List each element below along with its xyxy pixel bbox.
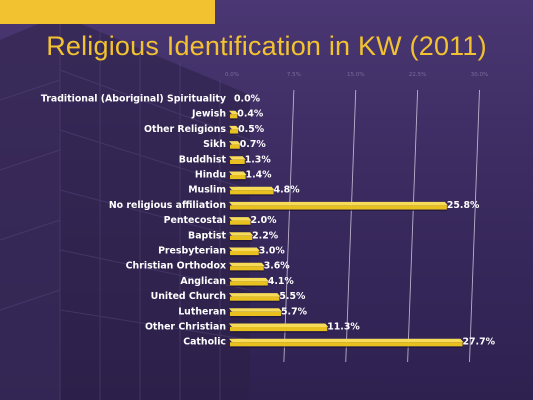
tick-label: 22.5%: [409, 72, 426, 78]
bar: [230, 251, 259, 256]
bar-shadow: [230, 209, 447, 211]
value-label: 3.6%: [264, 261, 291, 272]
bar-shadow: [230, 179, 246, 181]
bar: [230, 129, 239, 134]
bar-shadow: [230, 164, 245, 166]
category-label: Sikh: [203, 139, 226, 150]
bar-top-face: [229, 171, 247, 175]
gridline: [407, 89, 419, 363]
value-label: 3.0%: [259, 246, 286, 257]
category-label: Lutheran: [178, 306, 226, 317]
bar-shadow: [230, 240, 253, 242]
category-label: Muslim: [188, 185, 226, 196]
value-label: 4.8%: [274, 185, 301, 196]
category-label: Other Religions: [144, 124, 226, 135]
value-label: 1.3%: [245, 154, 272, 165]
bar-top-face: [229, 338, 464, 343]
value-label: 25.8%: [447, 200, 480, 211]
bar-top-face: [229, 156, 246, 160]
bar: [230, 327, 328, 332]
value-label: 1.4%: [246, 170, 273, 181]
bar-top-face: [229, 277, 269, 282]
tick-label: 30.0%: [471, 72, 488, 78]
category-label: Other Christian: [145, 322, 226, 333]
bar-top-face: [229, 247, 260, 251]
value-label: 0.4%: [237, 109, 264, 120]
bar-top-face: [229, 323, 329, 327]
bar-shadow: [230, 148, 240, 151]
bar: [230, 190, 274, 195]
bar-shadow: [230, 133, 239, 135]
bar-top-face: [229, 293, 281, 297]
value-label: 5.7%: [281, 306, 308, 317]
bar-top-face: [229, 217, 252, 221]
tick-label: 15.0%: [347, 72, 364, 78]
value-label: 27.7%: [463, 337, 496, 348]
bar-shadow: [230, 346, 463, 348]
bar-top-face: [229, 125, 240, 130]
gridline: [345, 89, 357, 363]
bar-top-face: [229, 201, 448, 206]
bar: [230, 311, 282, 316]
category-label: Anglican: [180, 276, 226, 287]
bar-top-face: [229, 110, 239, 115]
category-label: Jewish: [191, 109, 226, 120]
bar: [230, 205, 447, 210]
bar: [230, 144, 240, 149]
category-label: Pentecostal: [164, 215, 226, 226]
bar-shadow: [230, 316, 282, 318]
tick-label: 7.5%: [287, 72, 301, 78]
bar: [230, 296, 280, 301]
bar-shadow: [230, 255, 259, 257]
category-label: Presbyterian: [158, 246, 226, 257]
category-label: Hindu: [195, 170, 226, 181]
bar-shadow: [230, 224, 251, 227]
value-label: 2.2%: [252, 230, 279, 241]
bar-shadow: [230, 331, 328, 333]
bar: [230, 266, 264, 271]
bar-shadow: [230, 118, 238, 120]
slide-title: Religious Identification in KW (2011): [46, 31, 487, 61]
category-label: Buddhist: [179, 154, 227, 165]
category-label: Baptist: [188, 230, 226, 241]
category-label: Traditional (Aboriginal) Spirituality: [41, 94, 226, 105]
gridline: [283, 89, 295, 363]
bar: [230, 342, 463, 347]
accent-bar: [0, 0, 215, 24]
bar-top-face: [229, 186, 275, 191]
bar: [230, 281, 268, 286]
value-label: 0.7%: [240, 139, 267, 150]
category-label: Catholic: [183, 337, 226, 348]
bar-shadow: [230, 285, 268, 287]
bar-shadow: [230, 270, 264, 272]
value-label: 2.0%: [251, 215, 278, 226]
value-label: 0.0%: [234, 94, 261, 105]
tick-label: 0.0%: [225, 72, 239, 78]
bar-top-face: [229, 308, 283, 312]
bar-top-face: [229, 141, 241, 145]
bar: [230, 220, 251, 225]
bar: [230, 159, 245, 164]
bar-top-face: [229, 232, 254, 236]
bar-top-face: [229, 262, 265, 267]
gridline: [469, 89, 480, 363]
bar: [230, 114, 238, 119]
category-label: Christian Orthodox: [126, 261, 226, 272]
category-label: United Church: [151, 291, 226, 302]
bar-shadow: [230, 194, 274, 196]
bar-shadow: [230, 300, 280, 303]
bar: [230, 175, 246, 180]
category-label: No religious affiliation: [109, 200, 226, 211]
value-label: 0.5%: [238, 124, 265, 135]
value-label: 11.3%: [327, 322, 360, 333]
bar: [230, 235, 253, 240]
value-label: 5.5%: [279, 291, 306, 302]
value-label: 4.1%: [268, 276, 295, 287]
